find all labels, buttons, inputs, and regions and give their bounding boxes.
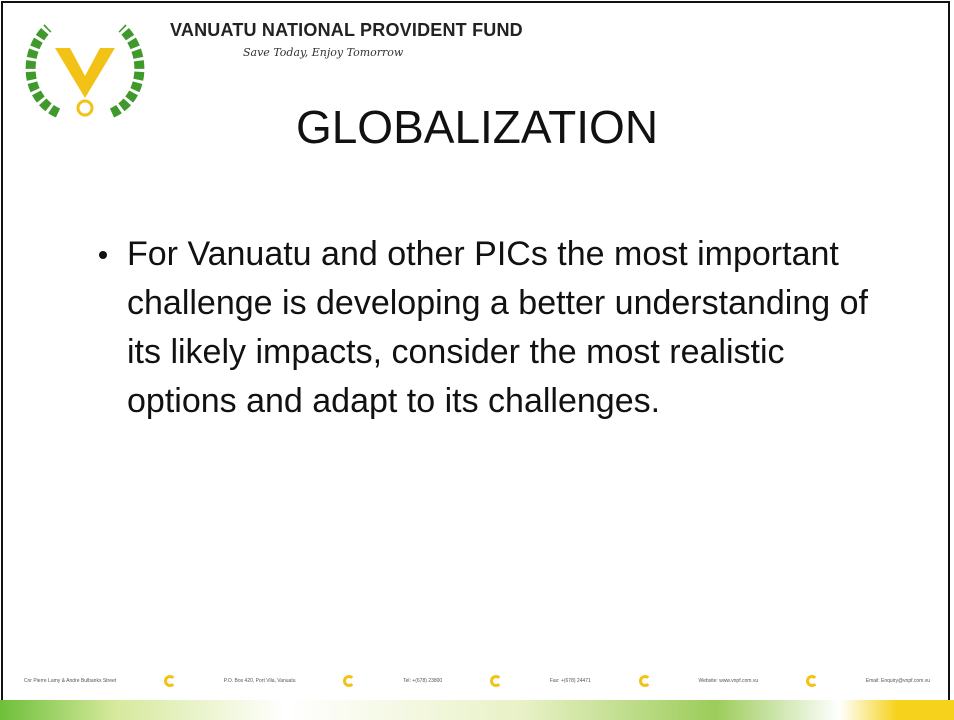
slide-title: GLOBALIZATION: [295, 101, 659, 153]
footer: Cnr Pierre Lamy & Andre Bulbanks Street P…: [0, 670, 954, 692]
footer-icon: [490, 675, 503, 687]
footer-icon: [805, 675, 818, 687]
footer-item: Cnr Pierre Lamy & Andre Bulbanks Street: [23, 678, 117, 684]
tagline: Save Today, Enjoy Tomorrow: [243, 46, 404, 59]
bullet: For Vanuatu and other PICs the most impo…: [99, 230, 887, 426]
bullet-list: For Vanuatu and other PICs the most impo…: [95, 230, 887, 426]
footer-item: Tel: +(678) 23800: [403, 678, 443, 684]
footer-item: Fax: +(678) 24471: [549, 678, 591, 684]
logo: [25, 24, 145, 118]
footer-icon: [638, 675, 651, 687]
organization: VANUATU NATIONAL PROVIDENT FUND: [170, 20, 523, 40]
footer-icon: [343, 675, 356, 687]
footer-item: Website: www.vnpf.com.vu: [698, 678, 759, 684]
footer-item: P.O. Box 420, Port Vila, Vanuatu: [223, 678, 296, 684]
footer-item: Email: Enquiry@vnpf.com.vu: [865, 678, 930, 684]
footer-icon: [163, 675, 176, 687]
footer-bar: [0, 700, 954, 720]
